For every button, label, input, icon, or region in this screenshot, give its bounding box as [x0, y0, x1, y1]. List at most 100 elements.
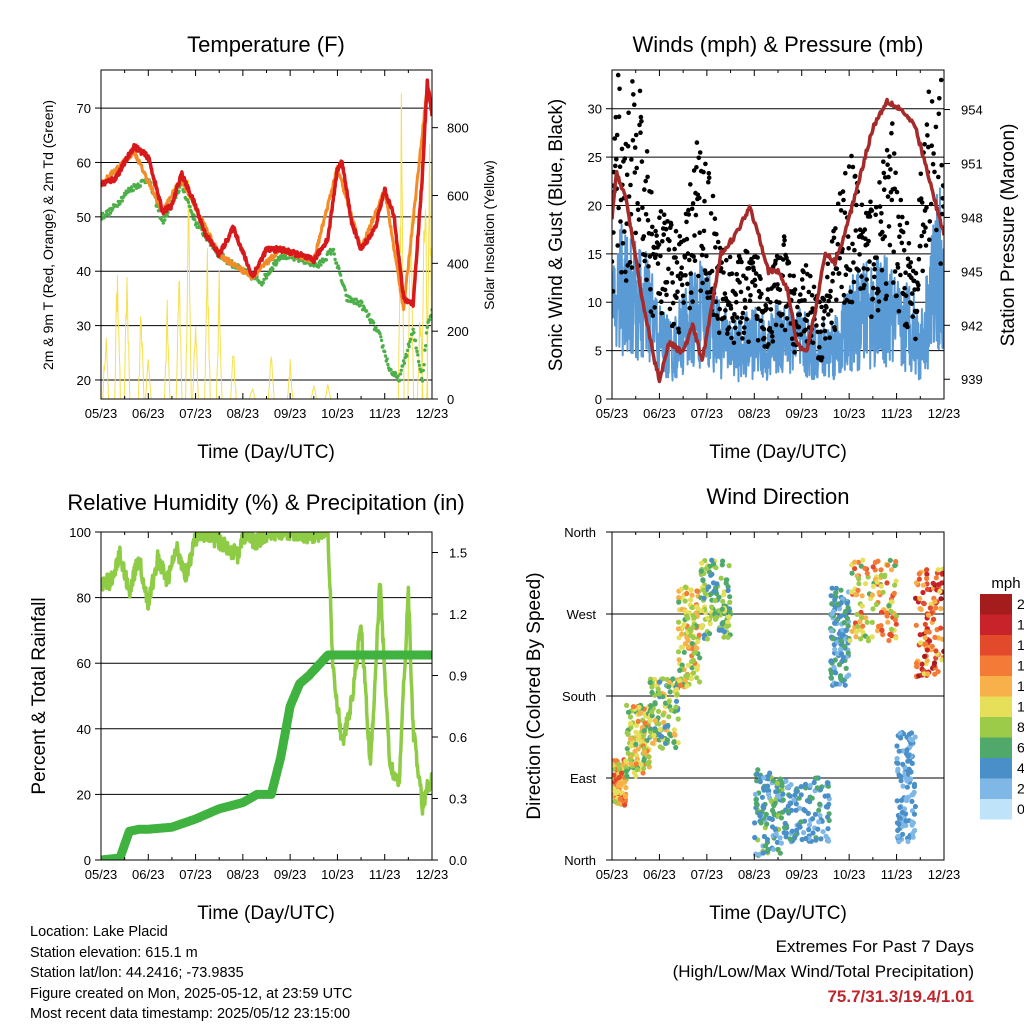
wind-gust-point	[664, 280, 670, 285]
dewpoint-point	[414, 346, 418, 350]
direction-y-tick-label: South	[562, 689, 596, 704]
wind-gust-point	[927, 219, 933, 224]
wind-gust-point	[670, 280, 675, 285]
wind-gust-point	[734, 299, 739, 305]
temperature-x-tick-label: 06/23	[132, 406, 165, 421]
wind-gust-point	[612, 289, 616, 294]
wind-gust-point	[909, 301, 914, 307]
wind-gust-point	[827, 335, 832, 341]
wind-direction-point	[924, 571, 930, 577]
wind-direction-point	[625, 750, 631, 756]
dewpoint-point	[360, 300, 364, 305]
temperature-y2-tick-label: 0	[447, 392, 454, 407]
wind-gust-point	[728, 306, 734, 311]
wind-gust-point	[681, 300, 686, 305]
wind-gust-point	[811, 284, 817, 290]
winds-x-axis-label: Time (Day/UTC)	[709, 442, 847, 463]
wind-direction-point	[925, 671, 931, 677]
wind-gust-point	[829, 239, 835, 244]
wind-direction-point	[939, 636, 944, 642]
wind-gust-point	[656, 242, 662, 247]
wind-gust-point	[851, 279, 857, 285]
wind-gust-point	[715, 316, 721, 321]
wind-gust-point	[892, 269, 898, 274]
wind-gust-point	[869, 208, 875, 213]
wind-direction-point	[854, 611, 860, 618]
wind-direction-point	[898, 778, 904, 784]
wind-gust-point	[825, 274, 830, 280]
wind-gust-point	[837, 255, 842, 261]
wind-gust-point	[827, 294, 833, 300]
wind-gust-point	[819, 304, 824, 310]
wind-gust-point	[937, 65, 942, 70]
wind-gust-point	[791, 291, 797, 296]
wind-direction-point	[798, 819, 804, 825]
humidity-y-axis-label: Percent & Total Rainfall	[29, 597, 50, 794]
wind-direction-point	[828, 628, 835, 634]
wind-direction-point	[792, 792, 798, 798]
wind-gust-point	[742, 297, 748, 303]
wind-direction-point	[640, 770, 646, 776]
dewpoint-point	[354, 297, 358, 301]
wind-gust-point	[663, 226, 669, 232]
wind-gust-point	[693, 212, 699, 218]
wind-direction-point	[863, 581, 869, 587]
wind-direction-point	[909, 792, 915, 798]
wind-gust-point	[765, 296, 770, 302]
wind-gust-point	[741, 330, 747, 336]
wind-gust-point	[906, 241, 912, 246]
wind-direction-point	[909, 798, 915, 805]
wind-gust-point	[918, 243, 923, 249]
dewpoint-point	[331, 247, 336, 252]
wind-direction-point	[912, 803, 919, 810]
wind-gust-point	[941, 183, 944, 189]
wind-gust-point	[664, 292, 669, 298]
wind-gust-point	[731, 318, 736, 324]
wind-gust-point	[620, 241, 626, 246]
dewpoint-point	[264, 276, 269, 280]
speed-legend-label: 14	[1017, 658, 1024, 674]
wind-gust-point	[625, 143, 631, 149]
wind-direction-point	[754, 771, 760, 777]
wind-gust-point	[864, 277, 869, 282]
wind-gust-point	[768, 300, 773, 305]
wind-gust-point	[722, 291, 728, 296]
wind-direction-point	[759, 794, 766, 800]
temperature-y-tick-label: 70	[77, 101, 91, 116]
wind-gust-point	[704, 253, 709, 259]
winds-y2-tick-label: 951	[961, 156, 983, 171]
wind-direction-point	[814, 785, 820, 791]
wind-direction-point	[630, 704, 637, 710]
dewpoint-point	[416, 353, 420, 357]
wind-direction-point	[677, 667, 683, 674]
wind-direction-point	[820, 829, 826, 835]
wind-direction-point	[806, 822, 813, 828]
wind-gust-point	[846, 246, 851, 251]
extremes-values: 75.7/31.3/19.4/1.01	[827, 987, 974, 1006]
wind-direction-point	[913, 660, 920, 666]
wind-direction-point	[844, 615, 851, 622]
humidity-y2-tick-label: 1.2	[449, 607, 467, 622]
dewpoint-point	[398, 372, 403, 376]
wind-direction-point	[762, 843, 769, 849]
wind-gust-point	[655, 261, 661, 266]
wind-direction-point	[649, 684, 655, 690]
wind-direction-point	[926, 612, 932, 618]
wind-gust-point	[885, 162, 890, 167]
wind-gust-point	[862, 227, 868, 232]
speed-legend-label: 6	[1017, 740, 1024, 756]
wind-gust-point	[923, 243, 929, 248]
wind-direction-point	[909, 822, 915, 828]
wind-gust-point	[915, 286, 921, 292]
wind-gust-point	[802, 298, 807, 303]
wind-gust-point	[653, 252, 659, 258]
wind-direction-point	[822, 793, 828, 799]
wind-speed-line	[612, 187, 944, 383]
wind-direction-point	[679, 631, 685, 637]
wind-direction-point	[842, 608, 849, 615]
wind-gust-point	[891, 249, 896, 255]
wind-direction-point	[888, 626, 895, 632]
wind-gust-point	[899, 240, 905, 246]
wind-direction-point	[803, 835, 809, 842]
wind-gust-point	[888, 167, 893, 172]
